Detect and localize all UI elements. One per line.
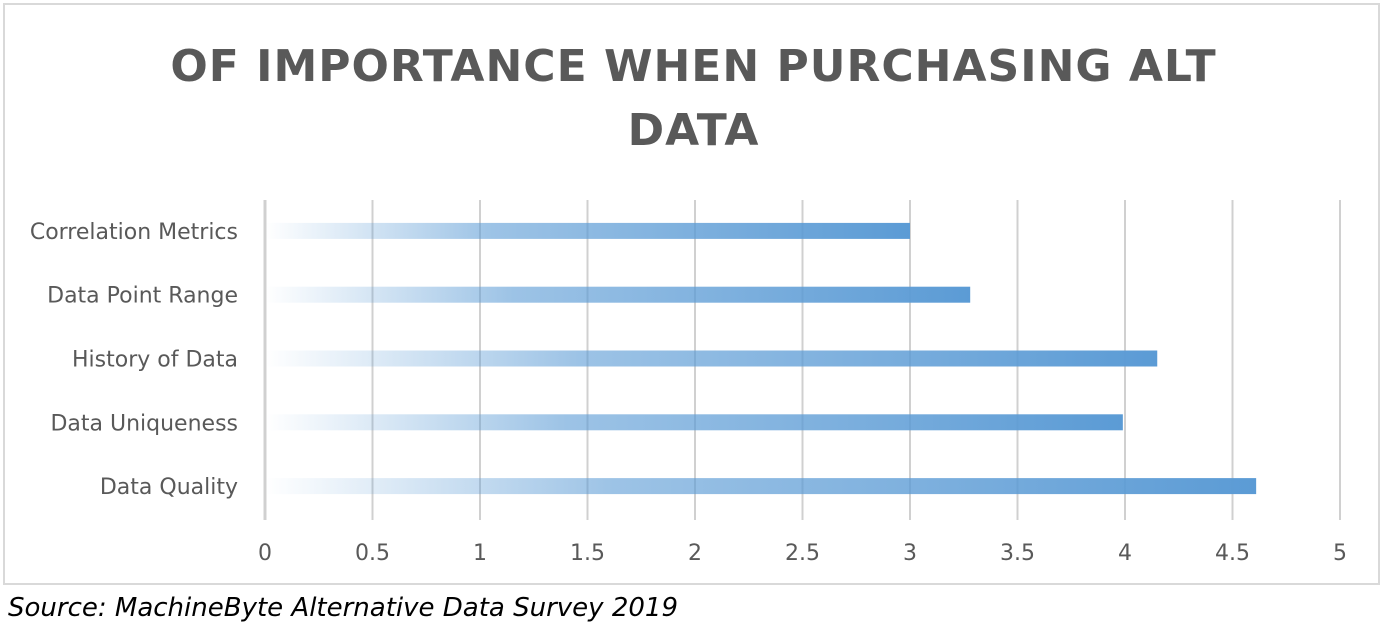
chart-title: OF IMPORTANCE WHEN PURCHASING ALT DATA: [5, 35, 1382, 163]
bar-history-of-data: [266, 350, 1158, 367]
bars: [266, 222, 1257, 495]
x-tick-label: 5: [1333, 541, 1347, 566]
chart-frame: OF IMPORTANCE WHEN PURCHASING ALT DATA D…: [3, 3, 1380, 585]
bar-correlation-metrics: [266, 222, 910, 239]
category-label: Data Quality: [100, 475, 238, 500]
chart-title-line-1: OF IMPORTANCE WHEN PURCHASING ALT: [170, 41, 1217, 92]
bar-data-uniqueness: [266, 414, 1123, 431]
x-tick-label: 0: [258, 541, 272, 566]
x-tick-label: 3: [903, 541, 917, 566]
source-note: Source: MachineByte Alternative Data Sur…: [8, 593, 678, 623]
x-tick-label: 3.5: [1000, 541, 1035, 566]
x-tick-label: 1.5: [570, 541, 605, 566]
category-label: Data Uniqueness: [50, 411, 238, 436]
x-tick-label: 0.5: [355, 541, 390, 566]
x-axis-tick-labels: 0 0.5 1 1.5 2 2.5 3 3.5 4 4.5 5: [258, 541, 1347, 566]
category-label: History of Data: [72, 348, 238, 373]
category-label: Data Point Range: [47, 284, 238, 309]
bar-data-point-range: [266, 286, 971, 303]
x-tick-label: 2.5: [785, 541, 820, 566]
chart-title-line-2: DATA: [627, 105, 760, 156]
x-tick-label: 4: [1118, 541, 1132, 566]
category-labels: Data Quality Data Uniqueness History of Da…: [30, 220, 238, 500]
category-label: Correlation Metrics: [30, 220, 238, 245]
x-tick-label: 4.5: [1215, 541, 1250, 566]
bar-data-quality: [266, 478, 1257, 495]
chart-plot: Data Quality Data Uniqueness History of Da…: [30, 200, 1347, 566]
x-tick-label: 2: [688, 541, 702, 566]
x-tick-label: 1: [473, 541, 487, 566]
